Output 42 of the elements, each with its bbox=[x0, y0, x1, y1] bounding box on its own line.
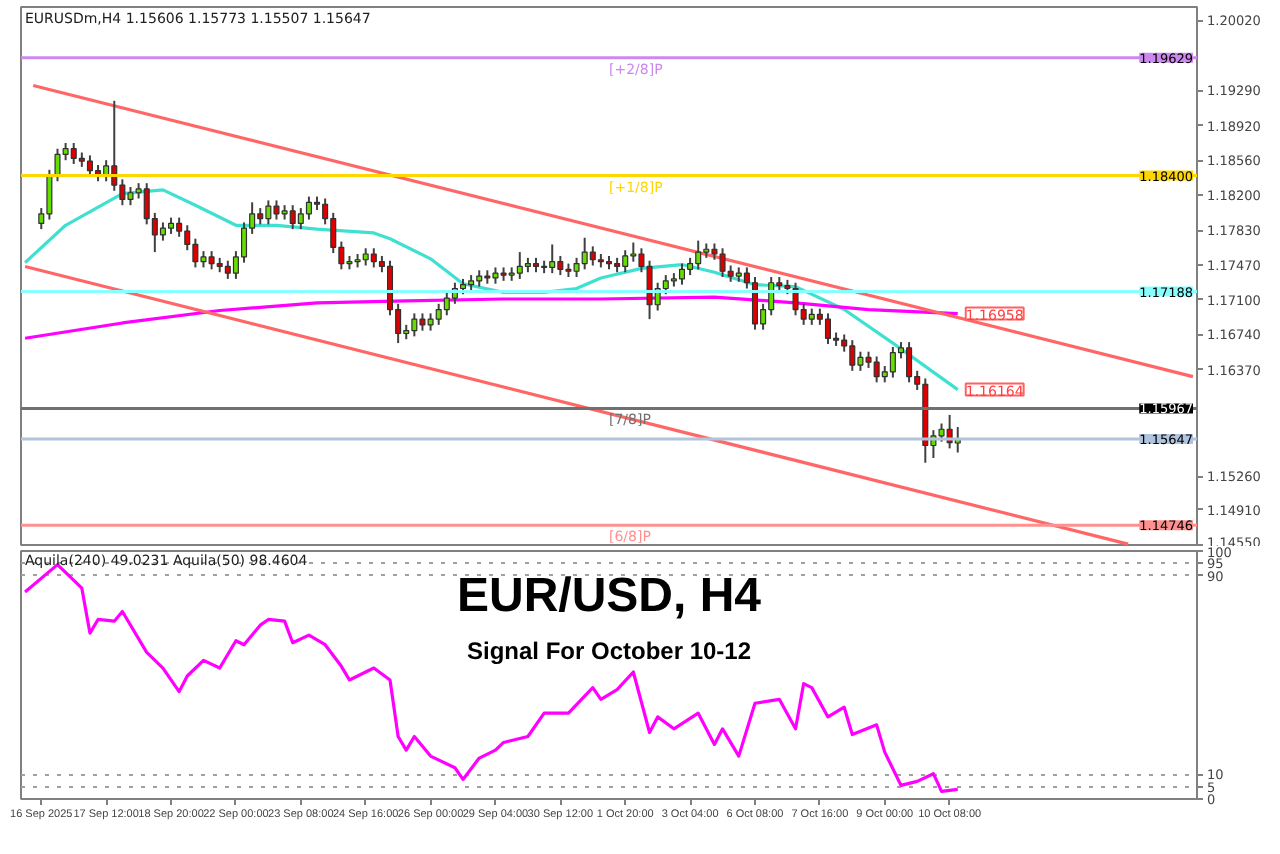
candlestick bbox=[695, 239, 702, 271]
candlestick bbox=[792, 281, 799, 317]
candlestick bbox=[265, 199, 272, 226]
candlestick bbox=[516, 251, 523, 280]
candlestick bbox=[370, 247, 377, 269]
candlestick bbox=[289, 204, 296, 231]
candlestick bbox=[751, 276, 759, 331]
candlestick bbox=[849, 339, 856, 372]
candlestick bbox=[678, 262, 686, 286]
candlestick bbox=[622, 249, 629, 274]
candlestick bbox=[857, 350, 864, 372]
candlestick bbox=[630, 241, 637, 263]
candlestick bbox=[824, 312, 832, 346]
candlestick bbox=[435, 302, 442, 326]
candlestick bbox=[589, 245, 596, 267]
candlestick bbox=[873, 355, 880, 384]
candlestick bbox=[192, 237, 199, 269]
candlestick bbox=[557, 254, 564, 277]
candlestick bbox=[305, 195, 312, 221]
candlestick bbox=[411, 312, 418, 338]
candlestick bbox=[159, 221, 166, 242]
candlestick bbox=[273, 199, 280, 221]
candlestick bbox=[906, 341, 913, 384]
candlestick bbox=[86, 154, 93, 178]
candlestick bbox=[889, 345, 896, 379]
candlestick bbox=[176, 216, 183, 238]
candlestick bbox=[70, 141, 77, 166]
candlestick bbox=[581, 236, 588, 271]
candlestick bbox=[719, 247, 726, 278]
chart-title: EUR/USD, H4 bbox=[456, 569, 763, 623]
candlestick bbox=[208, 250, 215, 271]
candlestick bbox=[127, 186, 134, 207]
candlestick bbox=[549, 243, 556, 275]
candlestick bbox=[297, 207, 304, 231]
candlestick bbox=[54, 147, 61, 183]
candlestick bbox=[46, 168, 53, 221]
candlestick bbox=[938, 422, 945, 443]
text: Signal For October 10-12 bbox=[466, 637, 752, 665]
candlestick bbox=[646, 259, 653, 321]
candlestick bbox=[443, 291, 450, 317]
candlestick bbox=[573, 256, 580, 278]
candlestick bbox=[224, 259, 231, 280]
